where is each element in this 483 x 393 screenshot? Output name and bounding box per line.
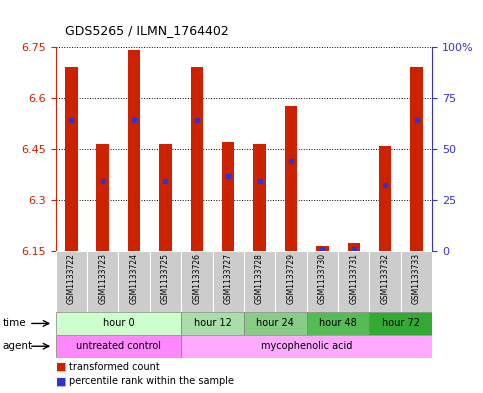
Bar — [253, 144, 266, 251]
Text: GSM1133729: GSM1133729 — [286, 253, 296, 304]
Text: GSM1133723: GSM1133723 — [98, 253, 107, 304]
Text: hour 72: hour 72 — [382, 318, 420, 329]
Text: GSM1133731: GSM1133731 — [349, 253, 358, 304]
Text: GSM1133727: GSM1133727 — [224, 253, 233, 304]
Bar — [307, 312, 369, 335]
Bar — [369, 312, 432, 335]
Bar — [87, 251, 118, 312]
Text: time: time — [2, 318, 26, 329]
Bar — [213, 251, 244, 312]
Text: transformed count: transformed count — [69, 362, 160, 372]
Bar — [275, 251, 307, 312]
Text: GSM1133722: GSM1133722 — [67, 253, 76, 304]
Bar — [285, 107, 298, 251]
Bar — [222, 142, 235, 251]
Text: hour 24: hour 24 — [256, 318, 294, 329]
Bar — [181, 335, 432, 358]
Text: GSM1133733: GSM1133733 — [412, 253, 421, 304]
Bar — [56, 312, 181, 335]
Bar — [97, 144, 109, 251]
Text: GDS5265 / ILMN_1764402: GDS5265 / ILMN_1764402 — [65, 24, 229, 37]
Text: ■: ■ — [56, 362, 66, 372]
Bar — [348, 242, 360, 251]
Bar — [316, 246, 329, 251]
Text: hour 12: hour 12 — [194, 318, 231, 329]
Bar — [56, 251, 87, 312]
Text: GSM1133732: GSM1133732 — [381, 253, 390, 304]
Text: GSM1133724: GSM1133724 — [129, 253, 139, 304]
Text: hour 0: hour 0 — [102, 318, 134, 329]
Bar — [65, 67, 78, 251]
Bar — [159, 144, 172, 251]
Bar — [244, 312, 307, 335]
Text: percentile rank within the sample: percentile rank within the sample — [69, 376, 234, 386]
Text: GSM1133730: GSM1133730 — [318, 253, 327, 304]
Bar — [181, 312, 244, 335]
Bar — [150, 251, 181, 312]
Text: GSM1133726: GSM1133726 — [192, 253, 201, 304]
Bar — [401, 251, 432, 312]
Text: hour 48: hour 48 — [319, 318, 357, 329]
Text: GSM1133725: GSM1133725 — [161, 253, 170, 304]
Bar — [128, 50, 141, 251]
Bar — [307, 251, 338, 312]
Bar — [338, 251, 369, 312]
Bar — [411, 67, 423, 251]
Text: mycophenolic acid: mycophenolic acid — [261, 341, 353, 351]
Bar — [379, 145, 391, 251]
Bar — [181, 251, 213, 312]
Bar — [118, 251, 150, 312]
Bar — [369, 251, 401, 312]
Text: ■: ■ — [56, 376, 66, 386]
Bar — [56, 335, 181, 358]
Text: untreated control: untreated control — [76, 341, 161, 351]
Text: agent: agent — [2, 341, 32, 351]
Bar — [190, 67, 203, 251]
Text: GSM1133728: GSM1133728 — [255, 253, 264, 304]
Bar — [244, 251, 275, 312]
